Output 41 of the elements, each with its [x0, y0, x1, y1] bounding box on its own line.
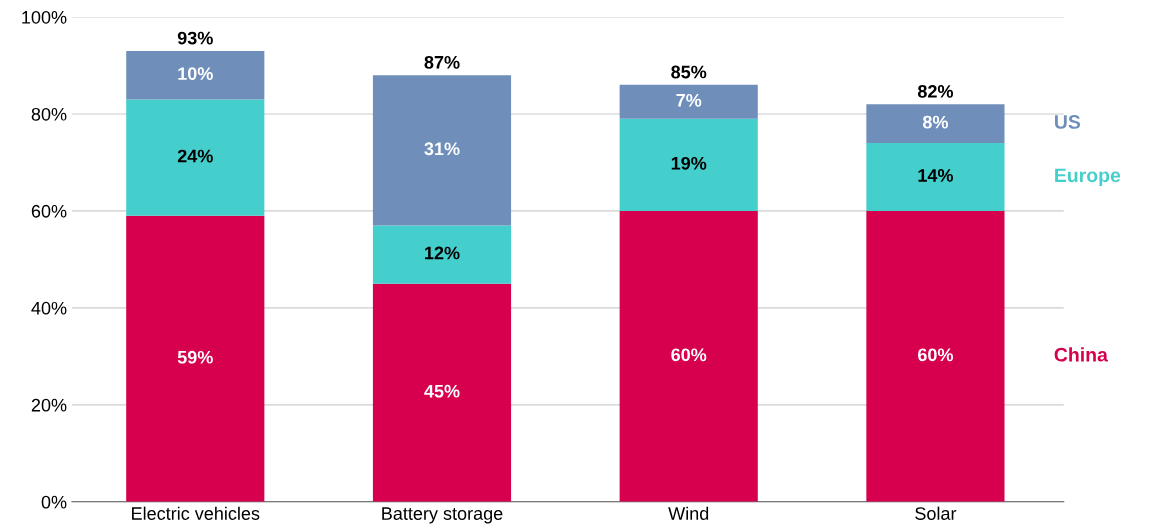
- bar: [126, 215, 265, 502]
- x-tick-label: Battery storage: [382, 507, 503, 524]
- text: China: [1054, 347, 1108, 362]
- data-label: 7%: [676, 93, 702, 107]
- bar: [866, 210, 1005, 502]
- data-label: 24%: [177, 149, 213, 163]
- x-tick-label: Wind: [668, 506, 709, 520]
- text: Europe: [1055, 168, 1121, 187]
- bar: [126, 50, 265, 100]
- bar: [372, 283, 512, 502]
- bar: [619, 118, 758, 211]
- text: US: [1055, 115, 1081, 129]
- bar: [126, 99, 265, 216]
- y-tick-label: 40%: [31, 301, 67, 315]
- data-label: 19%: [671, 156, 707, 170]
- bar: [619, 84, 758, 119]
- x-tick-label: Electric vehicles: [132, 506, 260, 520]
- bar: [372, 225, 512, 284]
- data-label: 60%: [671, 348, 707, 362]
- bar: [619, 210, 758, 502]
- data-label: 14%: [918, 169, 954, 182]
- total-label: 85%: [671, 65, 707, 79]
- x-tick-label: Solar: [915, 506, 957, 520]
- y-tick-label: 0%: [41, 495, 67, 509]
- total-label: 82%: [917, 84, 954, 98]
- data-label: 10%: [178, 67, 213, 81]
- data-label: 59%: [177, 350, 213, 364]
- data-label: 45%: [424, 384, 460, 398]
- data-label: 31%: [424, 142, 460, 156]
- bar: [866, 143, 1005, 211]
- bar: [866, 104, 1005, 144]
- y-tick-label: 20%: [31, 398, 67, 412]
- y-tick-label: 60%: [31, 204, 67, 218]
- total-label: 93%: [177, 31, 213, 45]
- bar: [372, 75, 512, 226]
- y-tick-label: 100%: [22, 10, 67, 24]
- data-label: 12%: [425, 246, 460, 260]
- y-tick-label: 80%: [31, 107, 67, 121]
- data-label: 60%: [918, 348, 954, 362]
- total-label: 87%: [424, 55, 460, 69]
- data-label: 8%: [922, 115, 948, 129]
